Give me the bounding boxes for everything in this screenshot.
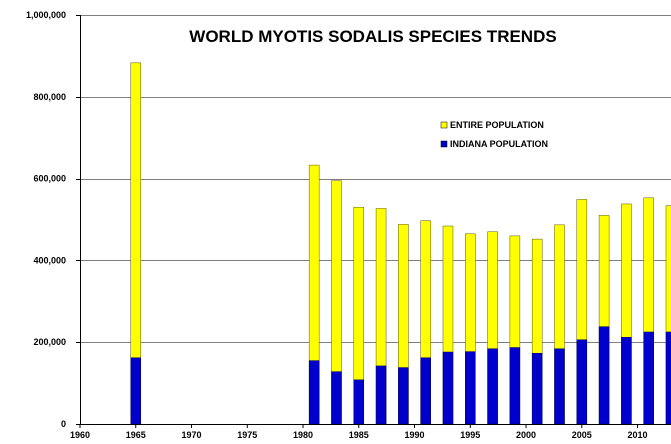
y-tick-label-3: 600,000 — [33, 174, 66, 184]
bar-indiana-1965 — [130, 357, 142, 425]
bar-indiana-2009 — [621, 337, 632, 425]
x-tick-label-4: 1980 — [293, 430, 313, 440]
bar-indiana-2013 — [665, 331, 671, 425]
x-axis-tick-labels: 1960 1965 1970 1975 1980 1985 1990 1995 2000 2005… — [70, 424, 648, 440]
legend-label-0: ENTIRE POPULATION — [450, 120, 544, 130]
bar-indiana-2011 — [643, 331, 654, 425]
bar-indiana-1983 — [331, 371, 342, 425]
bar-indiana-1993 — [442, 351, 454, 425]
y-tick-label-2: 400,000 — [33, 255, 66, 265]
gridlines — [80, 15, 671, 343]
legend-label-1: INDIANA POPULATION — [450, 139, 548, 149]
x-tick-label-7: 1995 — [460, 430, 480, 440]
legend: ENTIRE POPULATION INDIANA POPULATION — [432, 116, 582, 158]
bar-indiana-1989 — [398, 367, 409, 425]
x-tick-label-9: 2005 — [572, 430, 592, 440]
y-tick-label-4: 800,000 — [33, 92, 66, 102]
bar-indiana-1997 — [487, 348, 498, 425]
bar-indiana-1991 — [420, 357, 431, 425]
y-tick-label-0: 0 — [61, 419, 66, 429]
axes — [80, 15, 671, 425]
legend-box — [432, 116, 582, 158]
bar-indiana-1987 — [375, 365, 387, 425]
bar-indiana-1985 — [353, 379, 365, 425]
bar-indiana-2001 — [531, 352, 543, 425]
y-axis-tick-labels: 0 200,000 400,000 600,000 800,000 1,000,000 — [26, 10, 80, 429]
bar-entire-2013 — [665, 205, 671, 425]
x-tick-label-8: 2000 — [516, 430, 536, 440]
x-tick-label-6: 1990 — [405, 430, 425, 440]
x-tick-label-10: 2010 — [628, 430, 648, 440]
legend-swatch-1 — [440, 140, 448, 148]
x-tick-label-1: 1965 — [126, 430, 146, 440]
x-tick-label-5: 1985 — [349, 430, 369, 440]
chart-title: WORLD MYOTIS SODALIS SPECIES TRENDS — [189, 27, 556, 46]
x-tick-label-0: 1960 — [70, 430, 90, 440]
bar-indiana-2003 — [554, 348, 565, 425]
bar-indiana-1999 — [509, 347, 521, 425]
bar-indiana-2007 — [598, 326, 610, 425]
bar-indiana-2005 — [576, 339, 588, 425]
bar-indiana-1981 — [308, 360, 320, 425]
y-tick-label-5: 1,000,000 — [26, 10, 66, 20]
legend-swatch-0 — [440, 121, 448, 129]
x-tick-label-3: 1975 — [237, 430, 257, 440]
y-tick-label-1: 200,000 — [33, 337, 66, 347]
x-tick-label-2: 1970 — [181, 430, 201, 440]
bar-indiana-1995 — [465, 351, 476, 425]
